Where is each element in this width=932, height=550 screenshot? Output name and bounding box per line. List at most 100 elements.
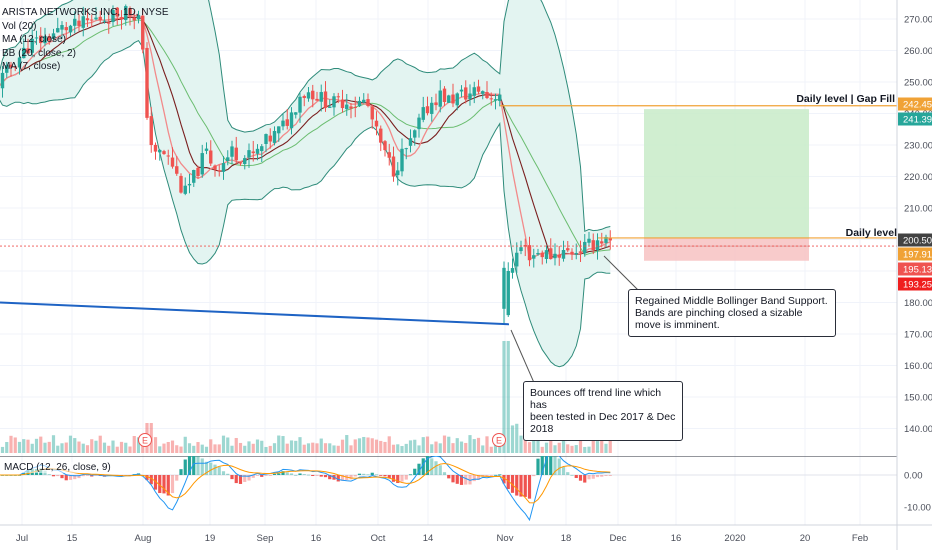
macd-histogram-bar [153, 475, 158, 490]
volume-bar [90, 439, 94, 453]
candle-body [170, 157, 175, 167]
candle-body [158, 149, 162, 153]
volume-bar [200, 444, 204, 453]
candle-body [383, 141, 387, 151]
macd-histogram-bar [510, 475, 515, 493]
macd-histogram-bar [247, 475, 251, 481]
bollinger-upper [0, 0, 611, 233]
volume-bar [336, 445, 340, 453]
volume-bar [285, 443, 289, 453]
time-tick-label: 14 [423, 533, 434, 544]
macd-histogram-bar [421, 458, 425, 475]
macd-histogram-bar [387, 475, 391, 479]
volume-bar [408, 440, 413, 453]
macd-histogram-bar [85, 475, 90, 476]
candle-body [519, 247, 523, 252]
candle-body [255, 148, 260, 154]
candle-body [481, 91, 485, 94]
macd-histogram-bar [234, 475, 238, 484]
candle-body [459, 89, 464, 92]
volume-bar [519, 435, 523, 453]
gap-fill-level-label: Daily level | Gap Fill [796, 93, 895, 105]
time-tick-label: Aug [135, 533, 152, 544]
candle-body [187, 183, 192, 186]
candle-body [22, 47, 26, 59]
candle-body [192, 170, 196, 183]
candle-body [540, 252, 544, 258]
macd-histogram-bar [200, 458, 204, 475]
volume-bar [128, 446, 132, 453]
legend-bollinger[interactable]: BB (20, close, 2) [2, 47, 76, 59]
candle-body [111, 10, 115, 23]
candle-body [328, 106, 332, 108]
legend-ma7[interactable]: MA (7, close) [2, 61, 61, 72]
candle-body [370, 106, 374, 120]
macd-histogram-bar [149, 475, 153, 485]
macd-histogram-bar [566, 472, 570, 475]
macd-tick-label: 0.00 [904, 471, 923, 482]
candle-body [68, 25, 73, 33]
candle-body [17, 57, 22, 68]
daily-level-label: Daily level [846, 227, 897, 239]
legend-symbol[interactable]: ARISTA NETWORKS INC, 1D, NYSE [2, 7, 169, 18]
macd-histogram-bar [523, 475, 527, 497]
macd-legend[interactable]: MACD (12, 26, close, 9) [4, 462, 111, 473]
time-tick-label: Jul [16, 533, 28, 544]
regained-connector [603, 255, 641, 293]
time-tick-label: 2020 [724, 533, 745, 544]
volume-bar [94, 440, 98, 453]
ma7-line [0, 13, 611, 261]
volume-bar [234, 437, 238, 453]
macd-histogram-bar [357, 473, 362, 475]
candle-body [47, 36, 51, 41]
macd-histogram-bar [532, 475, 536, 477]
macd-histogram-bar [158, 475, 162, 494]
candle-body [285, 119, 289, 126]
volume-bar [557, 442, 561, 453]
volume-bar [68, 435, 73, 453]
macd-histogram-bar [302, 474, 306, 475]
candle-body [9, 64, 13, 68]
volume-bar [451, 443, 455, 453]
volume-bar [166, 441, 170, 453]
macd-histogram-bar [183, 459, 187, 475]
volume-bar [574, 445, 578, 453]
volume-bar [600, 435, 604, 453]
macd-pane [0, 456, 897, 522]
volume-bar [413, 439, 417, 453]
candle-body [336, 96, 340, 98]
candle-body [489, 98, 493, 100]
volume-bar [493, 440, 498, 453]
bounce-callout-line2: been tested in Dec 2017 & Dec 2018 [530, 411, 676, 435]
macd-histogram-bar [536, 458, 540, 475]
candle-body [166, 155, 170, 157]
macd-histogram-bar [179, 469, 183, 475]
candle-body [272, 130, 277, 143]
candle-body [493, 99, 498, 101]
candle-body [298, 96, 302, 113]
candle-body [400, 148, 404, 172]
macd-histogram-bar [226, 473, 230, 475]
candle-body [425, 106, 430, 114]
candle-body [213, 165, 217, 170]
volume-bar [39, 436, 43, 453]
volume-bar [115, 446, 119, 453]
volume-bar [578, 439, 583, 453]
legend-volume[interactable]: Vol (20) [2, 20, 37, 32]
candle-body [200, 153, 204, 175]
macd-histogram-bar [583, 475, 587, 483]
volume-bar [226, 437, 230, 453]
volume-bar [587, 446, 591, 453]
legend-ma12[interactable]: MA (12, close) [2, 34, 66, 45]
macd-histogram-bar [544, 456, 549, 475]
candle-body [396, 170, 400, 176]
volume-bar [527, 442, 532, 453]
macd-histogram-bar [400, 475, 404, 482]
volume-bar [98, 435, 102, 453]
candle-body [561, 250, 566, 259]
candle-body [591, 240, 595, 251]
volume-bar [400, 446, 404, 453]
candle-body [277, 126, 281, 134]
